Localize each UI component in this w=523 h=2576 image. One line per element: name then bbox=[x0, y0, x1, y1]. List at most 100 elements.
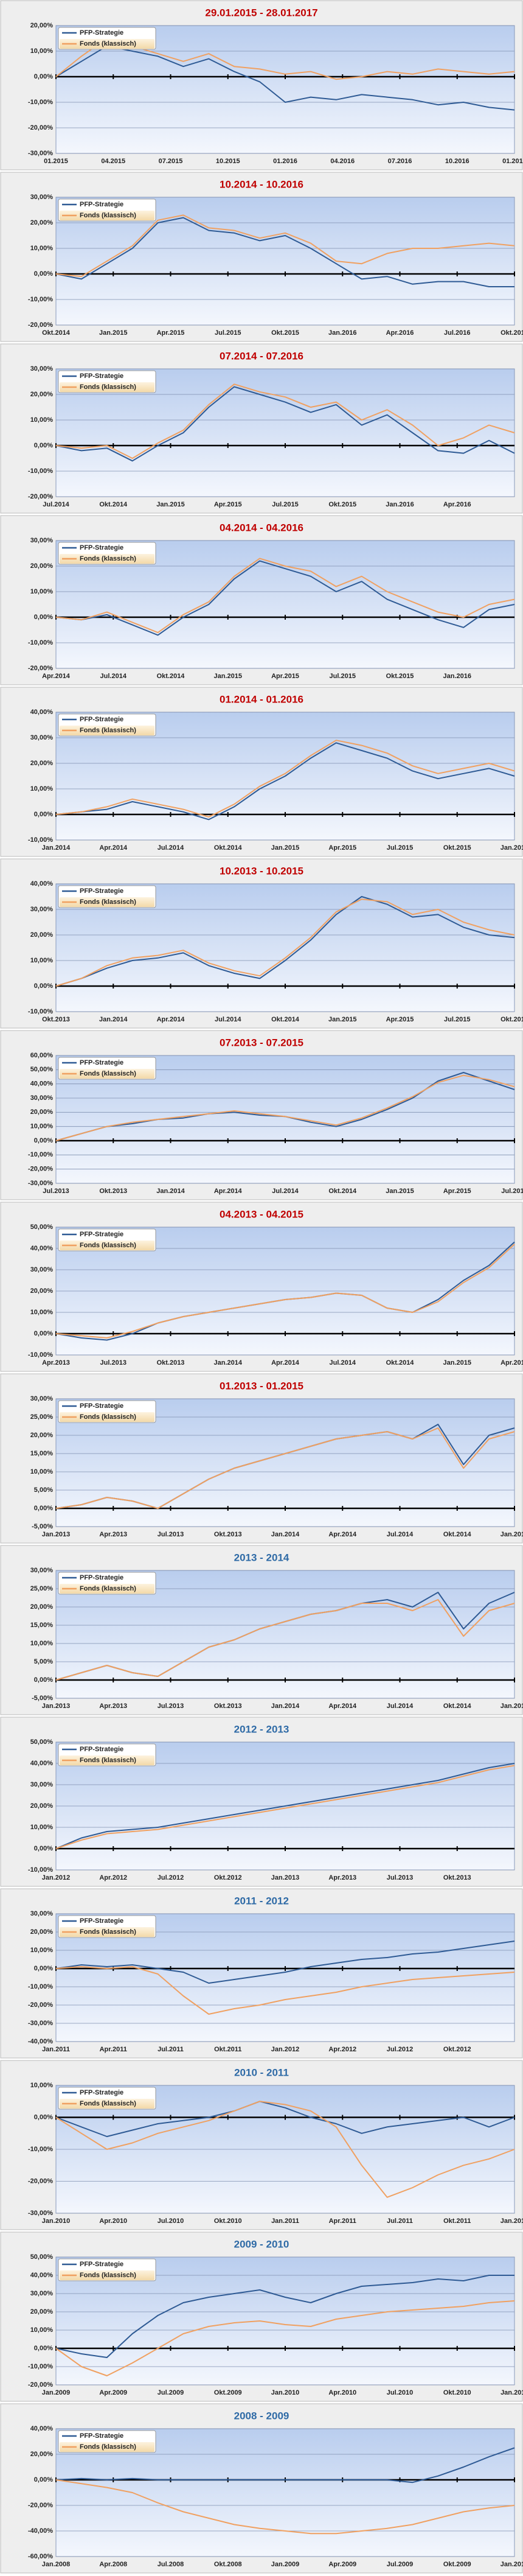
x-tick-label: Jul.2010 bbox=[387, 2389, 413, 2396]
legend-label: PFP-Strategie bbox=[80, 1574, 123, 1581]
series-line bbox=[55, 45, 515, 111]
y-tick-label: 0,00% bbox=[34, 614, 53, 621]
legend-highlight bbox=[60, 1412, 154, 1422]
y-tick-label: 5,00% bbox=[34, 1486, 53, 1494]
series-line bbox=[55, 2300, 515, 2376]
x-tick-label: Okt.2014 bbox=[99, 501, 128, 508]
y-tick-label: 0,00% bbox=[34, 982, 53, 990]
x-tick-label: Apr.2011 bbox=[100, 2046, 127, 2053]
y-tick-label: -10,00% bbox=[28, 1351, 53, 1359]
series-line bbox=[55, 1966, 515, 2015]
series-line bbox=[55, 2447, 515, 2483]
y-tick-label: 20,00% bbox=[30, 1108, 54, 1116]
y-tick-label: 30,00% bbox=[30, 537, 54, 544]
x-tick-label: Jul.2012 bbox=[387, 2046, 413, 2053]
legend-label: Fonds (klassisch) bbox=[80, 1585, 136, 1592]
y-tick-label: -10,00% bbox=[28, 1866, 53, 1874]
chart-panel: 2011 - 2012 30,00% 20,00% 10,00% 0,00% -10,00… bbox=[0, 1888, 523, 2059]
x-tick-label: Jul.2014 bbox=[158, 844, 184, 852]
y-tick-label: -10,00% bbox=[28, 639, 53, 646]
y-tick-label: -20,00% bbox=[28, 2177, 53, 2185]
chart-title: 2009 - 2010 bbox=[234, 2238, 289, 2250]
y-tick-label: 20,00% bbox=[30, 219, 54, 226]
x-tick-label: Okt.2012 bbox=[214, 1874, 242, 1881]
legend-label: PFP-Strategie bbox=[80, 29, 123, 37]
x-tick-label: Apr.2015 bbox=[386, 1016, 414, 1023]
y-tick-label: 30,00% bbox=[30, 1781, 54, 1788]
chart-title: 10.2014 - 10.2016 bbox=[220, 178, 303, 190]
x-tick-label: Jan.2011 bbox=[271, 2217, 299, 2225]
y-tick-label: 30,00% bbox=[30, 1094, 54, 1102]
legend-label: Fonds (klassisch) bbox=[80, 2100, 136, 2107]
x-tick-label: Jul.2015 bbox=[272, 501, 298, 508]
y-tick-label: -20,00% bbox=[28, 493, 53, 500]
y-tick-label: 0,00% bbox=[34, 1137, 53, 1144]
x-tick-label: Okt.2008 bbox=[214, 2561, 242, 2568]
y-tick-label: 20,00% bbox=[30, 1928, 54, 1936]
x-tick-label: Jul.2014 bbox=[100, 673, 127, 680]
x-tick-label: Jan.2010 bbox=[42, 2217, 70, 2225]
y-tick-label: 10,00% bbox=[30, 1123, 54, 1130]
x-tick-label: Jan.2008 bbox=[42, 2561, 70, 2568]
legend-label: Fonds (klassisch) bbox=[80, 2272, 136, 2279]
y-tick-label: -20,00% bbox=[28, 2502, 53, 2509]
x-tick-label: Jan.2014 bbox=[271, 1703, 300, 1710]
y-tick-label: -20,00% bbox=[28, 124, 53, 131]
y-tick-label: 0,00% bbox=[34, 2476, 53, 2483]
y-tick-label: 40,00% bbox=[30, 880, 54, 887]
y-tick-label: 0,00% bbox=[34, 73, 53, 80]
x-tick-label: Apr.2014 bbox=[99, 844, 128, 852]
legend-label: PFP-Strategie bbox=[80, 1917, 123, 1925]
y-tick-label: 20,00% bbox=[30, 1287, 54, 1295]
y-tick-label: 15,00% bbox=[30, 1622, 54, 1629]
x-tick-label: Jan.2012 bbox=[271, 2046, 299, 2053]
chart-panel: 07.2013 - 07.2015 60,00% 50,00% 40,00% 30,00… bbox=[0, 1030, 523, 1200]
x-tick-label: Apr.2010 bbox=[328, 2389, 356, 2396]
y-tick-label: 30,00% bbox=[30, 194, 54, 201]
x-tick-label: 07.2016 bbox=[388, 158, 412, 165]
legend-highlight bbox=[60, 897, 154, 907]
x-tick-label: Okt.2010 bbox=[443, 2389, 471, 2396]
legend-label: PFP-Strategie bbox=[80, 1231, 123, 1238]
x-tick-label: Jul.2009 bbox=[158, 2389, 184, 2396]
series-line bbox=[55, 383, 515, 459]
x-tick-label: Jan.2015 bbox=[156, 501, 184, 508]
x-tick-label: Okt.2014 bbox=[443, 1703, 472, 1710]
x-tick-label: Apr.2015 bbox=[328, 844, 356, 852]
x-tick-label: Apr.2014 bbox=[271, 1359, 300, 1367]
x-tick-label: 04.2015 bbox=[101, 158, 125, 165]
y-tick-label: -20,00% bbox=[28, 2381, 53, 2389]
y-tick-label: 10,00% bbox=[30, 957, 54, 964]
legend-highlight bbox=[60, 2270, 154, 2280]
x-tick-label: Jul.2013 bbox=[158, 1531, 184, 1538]
x-tick-label: Apr.2015 bbox=[214, 501, 242, 508]
x-tick-label: Okt.2014 bbox=[443, 1531, 472, 1538]
x-tick-label: Jan.2012 bbox=[42, 1874, 70, 1881]
y-tick-label: 0,00% bbox=[34, 1965, 53, 1972]
chart-title: 10.2013 - 10.2015 bbox=[220, 865, 303, 877]
y-tick-label: 10,00% bbox=[30, 2082, 54, 2089]
x-tick-label: Jul.2009 bbox=[387, 2561, 413, 2568]
y-tick-label: 10,00% bbox=[30, 1640, 54, 1647]
legend-highlight bbox=[60, 211, 154, 220]
y-tick-label: 0,00% bbox=[34, 442, 53, 449]
legend-highlight bbox=[60, 726, 154, 735]
y-tick-label: -30,00% bbox=[28, 1180, 53, 1187]
series-line bbox=[55, 1941, 515, 1984]
series-line bbox=[55, 558, 515, 634]
x-tick-label: Okt.2013 bbox=[157, 1359, 185, 1367]
y-tick-label: 50,00% bbox=[30, 1066, 54, 1073]
legend-label: PFP-Strategie bbox=[80, 2432, 123, 2440]
series-line bbox=[55, 2275, 514, 2358]
series-line bbox=[55, 740, 515, 818]
legend-label: Fonds (klassisch) bbox=[80, 1928, 136, 1936]
y-tick-label: 50,00% bbox=[30, 1223, 54, 1231]
y-tick-label: 10,00% bbox=[30, 416, 54, 424]
y-tick-label: 20,00% bbox=[30, 1802, 54, 1810]
x-tick-label: Apr.2012 bbox=[99, 1874, 127, 1881]
y-tick-label: 10,00% bbox=[30, 1468, 54, 1475]
chart-panel: 2013 - 2014 30,00% 25,00% 20,00% 15,00% 10,00… bbox=[0, 1545, 523, 1715]
x-tick-label: Jan.2011 bbox=[42, 2046, 70, 2053]
legend-highlight bbox=[60, 2099, 154, 2109]
